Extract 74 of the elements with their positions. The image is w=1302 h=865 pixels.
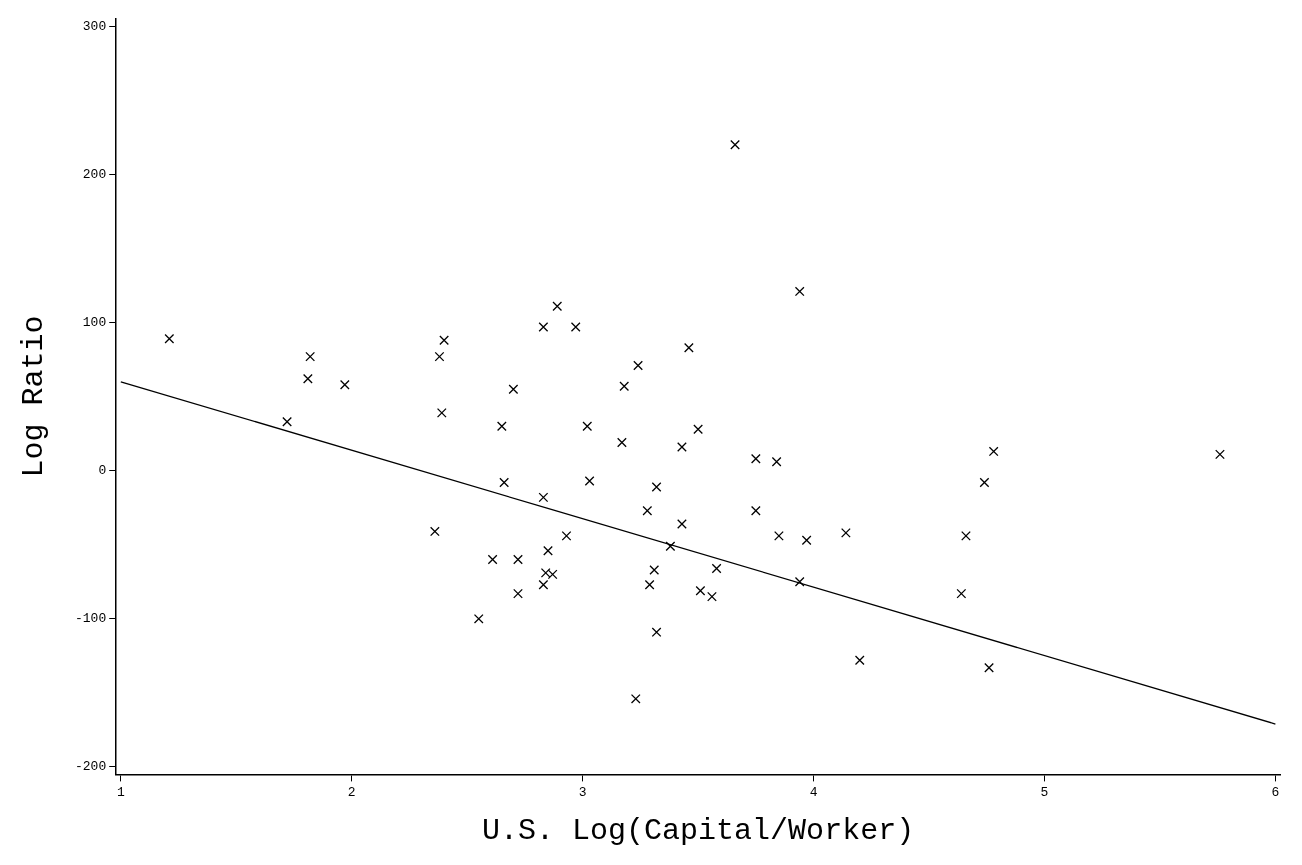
point xyxy=(617,437,627,448)
point xyxy=(487,554,498,565)
point xyxy=(540,568,551,578)
x-axis-title: U.S. Log(Capital/Worker) xyxy=(482,813,915,848)
y-tick-label: -100 xyxy=(74,611,107,627)
point xyxy=(538,579,549,590)
point xyxy=(707,591,717,602)
y-tick-label: 100 xyxy=(82,314,107,330)
point xyxy=(801,535,812,546)
point xyxy=(429,526,440,537)
point xyxy=(570,322,581,332)
y-tick-label: 200 xyxy=(82,166,107,182)
point xyxy=(630,693,641,704)
point xyxy=(644,579,655,590)
point xyxy=(561,530,572,541)
point xyxy=(434,351,445,362)
point xyxy=(961,530,971,541)
point xyxy=(282,416,292,427)
point xyxy=(677,519,687,529)
point xyxy=(619,381,630,392)
point xyxy=(794,286,805,297)
point xyxy=(956,588,967,599)
point xyxy=(1215,449,1225,460)
point xyxy=(543,545,553,556)
point xyxy=(552,301,563,312)
point xyxy=(582,421,593,432)
point xyxy=(771,456,782,467)
point xyxy=(695,585,706,596)
point xyxy=(677,442,687,452)
point xyxy=(750,505,761,516)
point xyxy=(711,563,722,574)
y-tick-label: 0 xyxy=(98,463,107,479)
point xyxy=(840,528,851,538)
y-tick-label: 300 xyxy=(82,18,107,34)
point xyxy=(538,322,549,332)
point xyxy=(774,530,784,541)
point xyxy=(538,492,549,503)
point xyxy=(499,477,510,488)
point xyxy=(651,482,662,492)
point xyxy=(305,351,316,362)
point xyxy=(988,446,999,457)
point xyxy=(642,505,653,516)
point xyxy=(513,554,523,565)
point xyxy=(750,453,761,464)
x-tick-label: 3 xyxy=(578,784,587,800)
point xyxy=(794,576,805,587)
point xyxy=(496,421,507,432)
point xyxy=(339,379,350,390)
y-tick-label: -200 xyxy=(74,759,107,775)
x-tick-label: 5 xyxy=(1040,784,1049,800)
x-tick-label: 6 xyxy=(1271,784,1280,800)
point xyxy=(683,342,694,353)
point xyxy=(547,569,558,580)
point xyxy=(665,541,676,552)
y-axis-title: Log Ratio xyxy=(16,315,51,478)
x-tick-label: 1 xyxy=(116,784,125,800)
point xyxy=(439,335,449,346)
point xyxy=(513,588,523,599)
x-tick-label: 2 xyxy=(347,784,356,800)
point xyxy=(164,333,175,344)
point xyxy=(651,627,662,638)
point xyxy=(730,139,740,150)
point xyxy=(302,373,313,384)
point xyxy=(979,477,990,488)
point xyxy=(984,662,994,673)
point xyxy=(633,360,643,371)
point xyxy=(508,384,519,395)
point xyxy=(473,613,484,624)
point xyxy=(693,424,703,435)
point xyxy=(584,476,595,486)
point xyxy=(436,408,447,418)
point xyxy=(854,655,865,666)
point xyxy=(649,565,660,575)
x-tick-label: 4 xyxy=(809,784,818,800)
